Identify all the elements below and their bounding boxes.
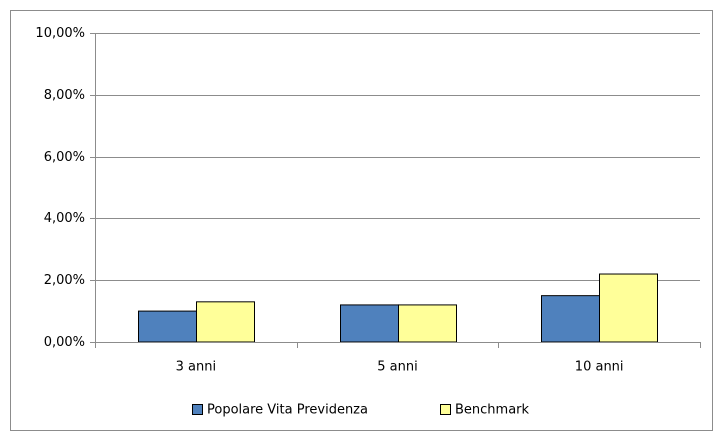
- y-tick-label: 10,00%: [35, 26, 85, 41]
- y-tick-label: 0,00%: [44, 335, 85, 350]
- x-tick-label: 5 anni: [377, 360, 417, 375]
- bar: [340, 304, 399, 343]
- x-tick-label: 3 anni: [176, 360, 216, 375]
- bar: [196, 301, 255, 343]
- bar: [138, 310, 197, 343]
- bar: [599, 273, 658, 343]
- legend-label: Benchmark: [455, 403, 530, 418]
- y-tick-label: 4,00%: [44, 211, 85, 226]
- legend-swatch: [440, 404, 451, 415]
- bar: [541, 295, 600, 343]
- y-tick-label: 2,00%: [44, 273, 85, 288]
- legend-swatch: [192, 404, 203, 415]
- y-tick-label: 8,00%: [44, 88, 85, 103]
- bar: [398, 304, 457, 343]
- legend-label: Popolare Vita Previdenza: [207, 403, 368, 418]
- chart-border: [10, 10, 713, 431]
- x-tick-label: 10 anni: [575, 360, 624, 375]
- y-tick-label: 6,00%: [44, 150, 85, 165]
